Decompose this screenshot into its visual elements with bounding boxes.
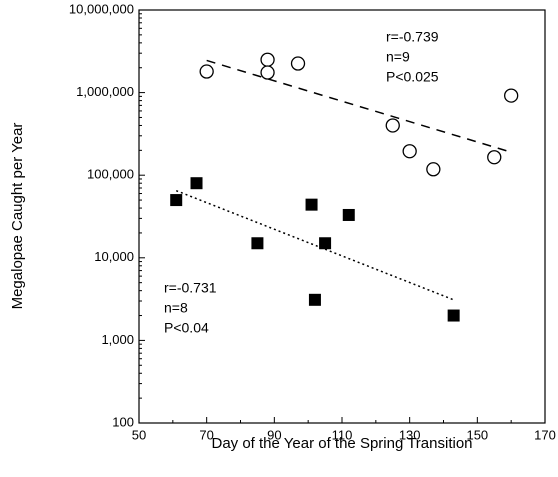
x-tick-label: 130: [399, 427, 421, 442]
data-point-circle: [385, 118, 400, 133]
data-point-circle: [260, 65, 275, 80]
data-point-circle: [402, 144, 417, 159]
stats-label: n=8: [164, 300, 188, 316]
trendlines: [175, 59, 512, 301]
data-point-square: [170, 194, 183, 207]
stats-label: r=-0.739: [386, 29, 439, 45]
trendline-dashed: [206, 59, 512, 153]
data-point-circle: [504, 88, 519, 103]
data-points: [170, 52, 519, 322]
x-tick-label: 90: [267, 427, 281, 442]
data-point-square: [305, 198, 318, 211]
x-tick-label: 70: [199, 427, 213, 442]
x-axis-title: Day of the Year of the Spring Transition: [212, 435, 473, 452]
x-tick-label: 50: [132, 427, 146, 442]
data-point-circle: [487, 150, 502, 165]
x-axis: 50 70 90 110 130 150 170: [132, 417, 556, 442]
data-point-circle: [290, 56, 306, 71]
data-point-square: [251, 237, 264, 250]
data-point-circle: [426, 162, 441, 177]
stats-label: P<0.04: [164, 320, 209, 336]
y-tick-label: 1,000,000: [76, 84, 134, 99]
data-point-circle: [260, 52, 275, 67]
data-point-square: [342, 208, 355, 221]
y-tick-label: 10,000,000: [69, 1, 134, 16]
data-point-square: [308, 293, 321, 306]
data-point-circle: [199, 64, 214, 79]
x-tick-label: 150: [466, 427, 488, 442]
data-point-square: [319, 237, 332, 250]
x-tick-label: 110: [332, 427, 353, 442]
y-axis: 100 1,000 10,000 100,000 1,000,000 10,000,000: [69, 1, 145, 429]
y-tick-label: 10,000: [94, 249, 134, 264]
y-tick-label: 100: [112, 414, 134, 429]
y-tick-label: 1,000: [101, 332, 134, 347]
y-axis-title: Megalopae Caught per Year: [9, 123, 26, 310]
stats-label: r=-0.731: [164, 280, 217, 296]
stats-label: n=9: [386, 49, 410, 65]
data-point-square: [190, 177, 203, 190]
data-point-square: [447, 309, 460, 322]
y-tick-label: 100,000: [87, 167, 134, 182]
stats-label: P<0.025: [386, 69, 439, 85]
stats-annotations: r=-0.739 n=9 P<0.025 r=-0.731 n=8 P<0.04: [164, 29, 439, 336]
x-tick-label: 170: [534, 427, 556, 442]
